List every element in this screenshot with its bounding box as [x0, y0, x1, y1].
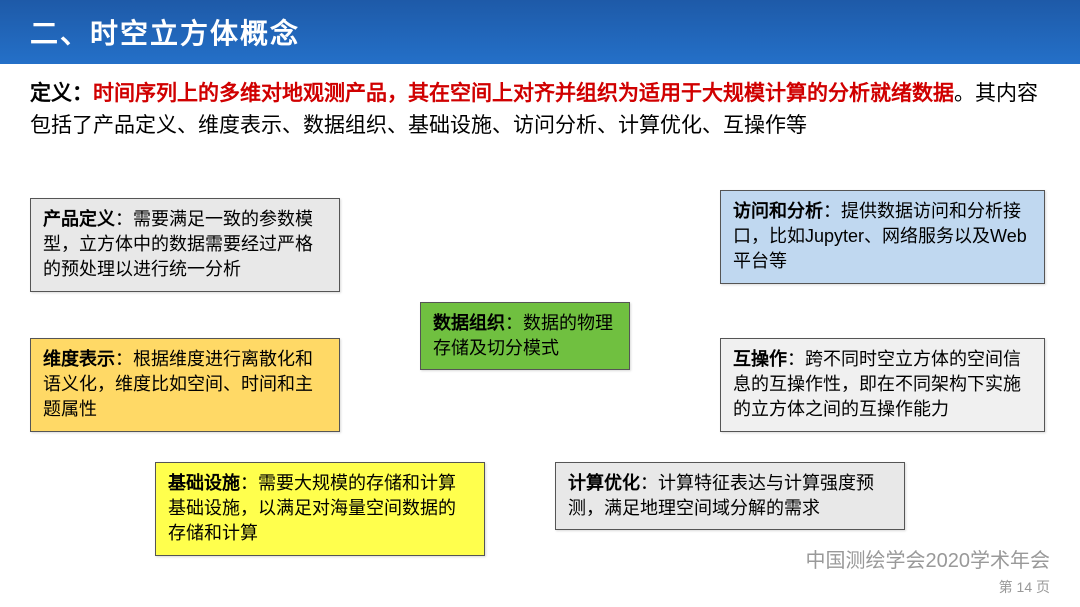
- box-interoperability: 互操作：跨不同时空立方体的空间信息的互操作性，即在不同架构下实施的立方体之间的互…: [720, 338, 1045, 432]
- definition-highlight: 时间序列上的多维对地观测产品，其在空间上对齐并组织为适用于大规模计算的分析就绪数…: [93, 82, 954, 105]
- footer-org: 中国测绘学会2020学术年会: [806, 550, 1051, 572]
- footer-page: 第 14 页: [806, 577, 1051, 597]
- box-title: 计算优化: [568, 473, 640, 493]
- box-title: 维度表示: [43, 349, 115, 369]
- slide-header: 二、时空立方体概念: [0, 0, 1080, 64]
- box-access-analysis: 访问和分析：提供数据访问和分析接口，比如Jupyter、网络服务以及Web平台等: [720, 190, 1045, 284]
- slide-title: 二、时空立方体概念: [30, 18, 300, 49]
- box-title: 产品定义: [43, 209, 115, 229]
- box-title: 互操作: [733, 349, 787, 369]
- box-compute-optimization: 计算优化：计算特征表达与计算强度预测，满足地理空间域分解的需求: [555, 462, 905, 530]
- box-title: 数据组织: [433, 313, 505, 333]
- box-title: 访问和分析: [733, 201, 823, 221]
- box-infrastructure: 基础设施：需要大规模的存储和计算基础设施，以满足对海量空间数据的存储和计算: [155, 462, 485, 556]
- box-product-definition: 产品定义：需要满足一致的参数模型，立方体中的数据需要经过严格的预处理以进行统一分…: [30, 198, 340, 292]
- box-title: 基础设施: [168, 473, 240, 493]
- slide-footer: 中国测绘学会2020学术年会 第 14 页: [806, 544, 1051, 597]
- definition-label: 定义：: [30, 82, 93, 105]
- box-data-organization: 数据组织：数据的物理存储及切分模式: [420, 302, 630, 370]
- definition-block: 定义：时间序列上的多维对地观测产品，其在空间上对齐并组织为适用于大规模计算的分析…: [0, 64, 1080, 151]
- box-dimension: 维度表示：根据维度进行离散化和语义化，维度比如空间、时间和主题属性: [30, 338, 340, 432]
